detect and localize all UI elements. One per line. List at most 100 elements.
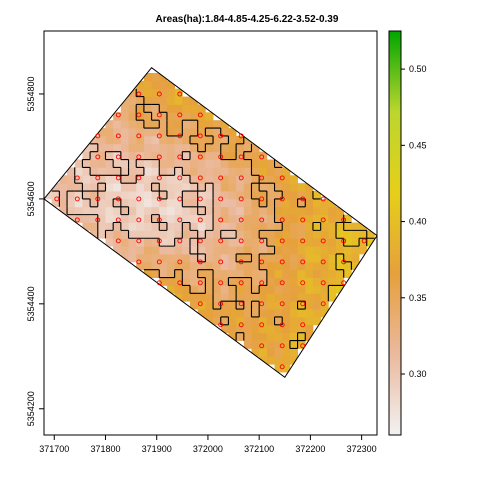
field-cell (159, 135, 168, 145)
field-cell (128, 88, 137, 97)
field-cell (305, 246, 314, 255)
field-cell (190, 104, 199, 113)
field-cell (213, 246, 222, 255)
field-cell (243, 340, 252, 349)
field-cell (274, 293, 283, 302)
field-cell (336, 246, 345, 255)
field-cell (289, 285, 298, 294)
field-cell (143, 191, 152, 200)
field-cell (289, 253, 298, 263)
field-cell (190, 214, 199, 223)
sample-point (218, 133, 224, 139)
field-cell (90, 214, 99, 223)
field-cell (128, 206, 137, 216)
field-cell (312, 246, 322, 255)
field-cell (97, 128, 106, 137)
sample-point (197, 196, 203, 202)
field-cell (289, 309, 298, 318)
field-cell (274, 316, 283, 326)
sample-point (136, 154, 142, 160)
field-cell (190, 135, 199, 145)
field-cell (136, 128, 145, 137)
field-cell (105, 214, 114, 223)
field-cell (282, 316, 291, 326)
field-cell (213, 293, 222, 302)
colorbar-tick-label: 0.35 (409, 293, 427, 303)
field-cell (174, 96, 183, 105)
field-cell (197, 261, 206, 271)
field-cell (220, 222, 229, 231)
field-cell (312, 277, 322, 286)
field-cell (90, 135, 99, 145)
field-cell (336, 238, 345, 247)
field-cell (266, 191, 275, 200)
field-cell (266, 246, 275, 255)
field-cell (274, 198, 283, 208)
sample-point (238, 238, 244, 244)
field-cell (97, 143, 106, 153)
field-cell (143, 253, 152, 263)
field-cell (136, 135, 145, 145)
field-cell (143, 143, 152, 153)
field-cell (282, 269, 291, 278)
field-cell (197, 198, 206, 208)
field-cell (236, 293, 245, 302)
field-cell (143, 238, 152, 247)
field-cell (97, 183, 106, 192)
field-cell (166, 112, 176, 121)
field-cell (128, 135, 137, 145)
field-cell (336, 230, 345, 239)
field-cell (97, 159, 106, 168)
field-cell (159, 253, 168, 263)
field-cell (274, 206, 283, 216)
field-cell (159, 175, 168, 184)
field-cell (228, 246, 237, 255)
field-cell (120, 143, 129, 153)
field-cell (243, 230, 252, 239)
sample-point (136, 259, 142, 265)
field-cell (182, 214, 191, 223)
field-cell (236, 285, 245, 294)
sample-point (300, 280, 306, 286)
field-cell (166, 88, 176, 97)
field-cell (228, 206, 237, 216)
field-cell (282, 285, 291, 294)
sample-point (115, 154, 121, 160)
field-cell (205, 246, 214, 255)
field-cell (105, 183, 114, 192)
field-cell (236, 167, 245, 176)
sample-point (238, 322, 244, 328)
sample-point (238, 154, 244, 160)
sample-point (259, 154, 265, 160)
field-cell (282, 175, 291, 184)
field-cell (228, 143, 237, 153)
field-cell (113, 230, 122, 239)
field-cell (166, 269, 176, 278)
field-cell (151, 80, 160, 90)
field-cell (136, 198, 145, 208)
field-cell (151, 112, 160, 121)
field-cell (220, 128, 229, 137)
field-cell (143, 159, 152, 168)
field-cell (289, 301, 298, 310)
field-cell (166, 222, 176, 231)
field-cell (190, 238, 199, 247)
field-cell (97, 167, 106, 176)
field-cell (312, 301, 322, 310)
field-cell (243, 261, 252, 271)
field-cell (243, 277, 252, 286)
field-cell (197, 285, 206, 294)
field-cell (113, 206, 122, 216)
field-cell (151, 175, 160, 184)
field-cell (312, 206, 322, 216)
field-cell (120, 253, 129, 263)
field-cell (174, 143, 183, 153)
field-cell (213, 222, 222, 231)
field-cell (151, 151, 160, 160)
field-cell (174, 230, 183, 239)
sample-point (341, 238, 347, 244)
field-cell (320, 285, 329, 294)
field-cell (243, 238, 252, 247)
field-cell (351, 222, 360, 231)
field-cell (251, 324, 260, 334)
